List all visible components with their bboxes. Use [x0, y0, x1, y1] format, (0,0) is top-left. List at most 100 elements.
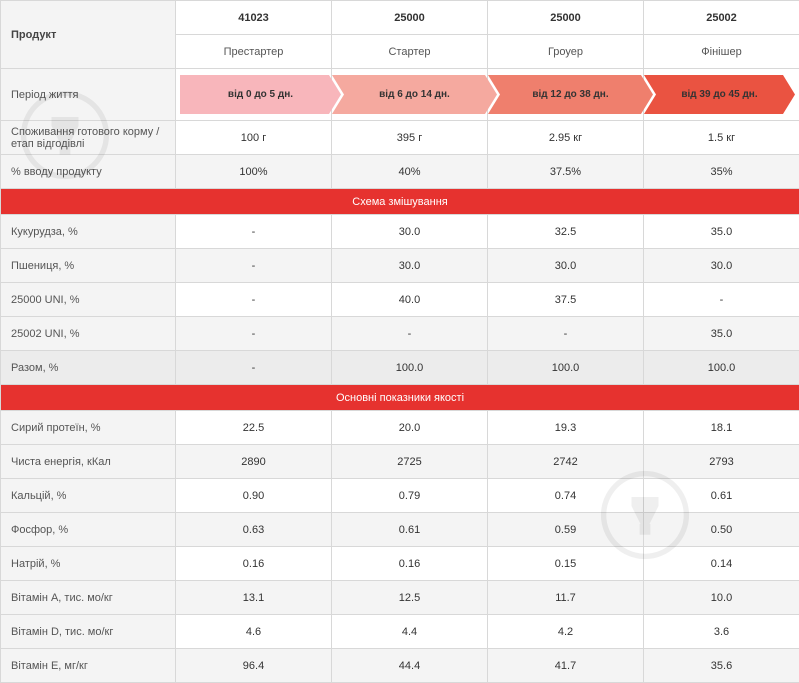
period-text: від 0 до 5 дн.	[228, 89, 293, 100]
table-row: Сирий протеїн, % 22.5 20.0 19.3 18.1	[1, 411, 799, 445]
cell: 0.61	[332, 513, 488, 547]
cell: 4.2	[488, 615, 644, 649]
row-label: 25002 UNI, %	[1, 317, 176, 351]
period-row: Період життя від 0 до 5 дн. від 6 до 14 …	[1, 69, 799, 121]
table-row: Вітамін А, тис. мо/кг 13.1 12.5 11.7 10.…	[1, 581, 799, 615]
cell: 32.5	[488, 215, 644, 249]
cell: 0.16	[332, 547, 488, 581]
cell: -	[176, 215, 332, 249]
cell: 19.3	[488, 411, 644, 445]
cell: 0.14	[644, 547, 799, 581]
row-label: Сирий протеїн, %	[1, 411, 176, 445]
product-label: Продукт	[1, 1, 176, 69]
col-code: 25000	[332, 1, 488, 35]
cell: 100.0	[332, 351, 488, 385]
section-title: Схема змішування	[1, 189, 799, 215]
row-label: Кукурудза, %	[1, 215, 176, 249]
cell: 0.15	[488, 547, 644, 581]
cell: 35.6	[644, 649, 799, 683]
header-code-row: Продукт 41023 25000 25000 25002	[1, 1, 799, 35]
cell: 0.63	[176, 513, 332, 547]
row-label: % вводу продукту	[1, 155, 176, 189]
table-row: Пшениця, % - 30.0 30.0 30.0	[1, 249, 799, 283]
cell: 100 г	[176, 121, 332, 155]
cell: 2725	[332, 445, 488, 479]
col-code: 41023	[176, 1, 332, 35]
table-row: % вводу продукту 100% 40% 37.5% 35%	[1, 155, 799, 189]
period-text: від 6 до 14 дн.	[379, 89, 450, 100]
section-title: Основні показники якості	[1, 385, 799, 411]
cell: 0.50	[644, 513, 799, 547]
table-row: Вітамін Е, мг/кг 96.4 44.4 41.7 35.6	[1, 649, 799, 683]
cell: 4.6	[176, 615, 332, 649]
col-name: Фінішер	[644, 35, 799, 69]
cell: 12.5	[332, 581, 488, 615]
cell: 1.5 кг	[644, 121, 799, 155]
cell: 0.59	[488, 513, 644, 547]
cell: 41.7	[488, 649, 644, 683]
feed-table: Продукт 41023 25000 25000 25002 Престарт…	[0, 0, 799, 683]
row-label: Вітамін Е, мг/кг	[1, 649, 176, 683]
cell: -	[176, 249, 332, 283]
row-label: Разом, %	[1, 351, 176, 385]
cell: 0.61	[644, 479, 799, 513]
cell: -	[332, 317, 488, 351]
cell: 3.6	[644, 615, 799, 649]
table-row: Чиста енергія, кКал 2890 2725 2742 2793	[1, 445, 799, 479]
cell: 96.4	[176, 649, 332, 683]
table-row: Разом, % - 100.0 100.0 100.0	[1, 351, 799, 385]
cell: 395 г	[332, 121, 488, 155]
cell: 40.0	[332, 283, 488, 317]
cell: 13.1	[176, 581, 332, 615]
section-header-mix: Схема змішування	[1, 189, 799, 215]
cell: 10.0	[644, 581, 799, 615]
cell: 30.0	[488, 249, 644, 283]
row-label: Фосфор, %	[1, 513, 176, 547]
col-code: 25002	[644, 1, 799, 35]
table-row: Споживання готового корму / етап відгоді…	[1, 121, 799, 155]
col-name: Стартер	[332, 35, 488, 69]
cell: 35%	[644, 155, 799, 189]
cell: 35.0	[644, 215, 799, 249]
row-label: Споживання готового корму / етап відгоді…	[1, 121, 176, 155]
cell: 40%	[332, 155, 488, 189]
row-label: 25000 UNI, %	[1, 283, 176, 317]
col-name: Престартер	[176, 35, 332, 69]
period-arrow: від 0 до 5 дн.	[176, 69, 332, 121]
period-label: Період життя	[1, 69, 176, 121]
row-label: Вітамін D, тис. мо/кг	[1, 615, 176, 649]
cell: 0.16	[176, 547, 332, 581]
cell: 0.74	[488, 479, 644, 513]
cell: 100.0	[488, 351, 644, 385]
col-name: Гроуер	[488, 35, 644, 69]
cell: 20.0	[332, 411, 488, 445]
period-text: від 39 до 45 дн.	[681, 89, 757, 100]
row-label: Вітамін А, тис. мо/кг	[1, 581, 176, 615]
cell: -	[644, 283, 799, 317]
row-label: Пшениця, %	[1, 249, 176, 283]
section-header-quality: Основні показники якості	[1, 385, 799, 411]
cell: 100.0	[644, 351, 799, 385]
row-label: Чиста енергія, кКал	[1, 445, 176, 479]
table-row: Кукурудза, % - 30.0 32.5 35.0	[1, 215, 799, 249]
period-arrow: від 6 до 14 дн.	[332, 69, 488, 121]
cell: 2.95 кг	[488, 121, 644, 155]
cell: 22.5	[176, 411, 332, 445]
row-label: Натрій, %	[1, 547, 176, 581]
cell: 30.0	[644, 249, 799, 283]
table-row: 25000 UNI, % - 40.0 37.5 -	[1, 283, 799, 317]
cell: 0.79	[332, 479, 488, 513]
cell: 30.0	[332, 215, 488, 249]
table-row: Кальцій, % 0.90 0.79 0.74 0.61	[1, 479, 799, 513]
cell: -	[176, 317, 332, 351]
cell: 37.5%	[488, 155, 644, 189]
table-row: Вітамін D, тис. мо/кг 4.6 4.4 4.2 3.6	[1, 615, 799, 649]
cell: 100%	[176, 155, 332, 189]
cell: -	[176, 283, 332, 317]
cell: -	[488, 317, 644, 351]
table-row: Фосфор, % 0.63 0.61 0.59 0.50	[1, 513, 799, 547]
cell: 18.1	[644, 411, 799, 445]
cell: 11.7	[488, 581, 644, 615]
col-code: 25000	[488, 1, 644, 35]
cell: 2742	[488, 445, 644, 479]
